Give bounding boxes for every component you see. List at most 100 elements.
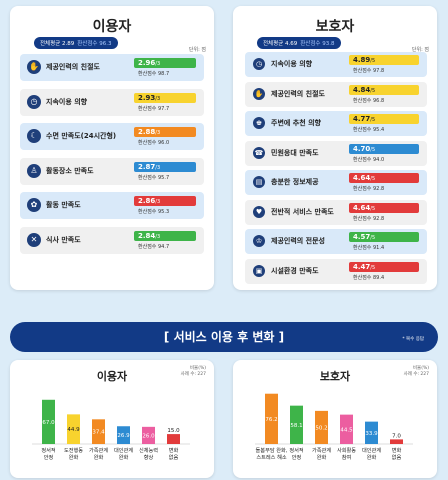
user-item-label: 수면 만족도(24시간형): [46, 132, 117, 140]
guardian-item-converted: 환산점수 94.0: [353, 156, 385, 163]
guardian-item: ◷ 지속이용 의향 4.89/5 환산점수 97.8: [245, 52, 427, 77]
user-chart-category-label: 도전행동: [64, 447, 83, 454]
meal-icon: ✕: [27, 232, 41, 247]
user-chart-category-label: 없음: [169, 453, 179, 461]
user-item-converted: 환산점수 94.7: [138, 243, 170, 250]
user-chart-title: 이용자: [96, 370, 128, 383]
guardian-item-score: 4.64/5: [349, 202, 419, 213]
guardian-item: ✋ 제공인력의 친절도 4.84/5 환산점수 96.8: [245, 81, 427, 107]
user-chart-category-label: 정서적: [41, 446, 56, 454]
phone-icon: ☎: [253, 146, 265, 159]
guardian-chart-bar-value-label: 58.1: [290, 423, 302, 429]
guardian-chart-bar-value-label: 44.5: [340, 427, 353, 433]
guardian-chart-category-label: 스트레스 해소: [256, 453, 287, 461]
user-chart-bar-value-label: 67.0: [42, 420, 55, 426]
user-chart-category-label: 안정: [44, 454, 54, 461]
guardian-unit-label: 단위: 점: [411, 47, 429, 53]
user-change-chart-panel: 이용자 비율(%) 사례 수: 227 67.0 정서적 안정 44.9 도전행동 완화 3…: [10, 360, 214, 478]
guardian-chart-bar: [265, 393, 278, 444]
user-chart-unit: 비율(%) 사례 수: 227: [181, 366, 206, 378]
user-item: ✕ 식사 만족도 2.84/3 환산점수 94.7: [20, 226, 204, 254]
guardian-chart-unit-line-1: 비율(%): [412, 366, 429, 371]
guardian-item-converted: 환산점수 91.4: [353, 245, 385, 251]
info-icon: ▤: [253, 176, 265, 188]
guardian-chart-category-label: 정서적: [289, 446, 304, 454]
user-item: ♙ 활동장소 만족도 2.87/3 환산점수 95.7: [20, 157, 204, 185]
user-item-score: 2.84/3: [134, 230, 196, 241]
guardian-item-score-value: 4.77: [353, 115, 371, 123]
guardian-item-score-max: /5: [370, 87, 376, 94]
user-item-score: 2.88/3: [134, 127, 196, 137]
user-chart-bar: [117, 426, 130, 444]
guardian-chart-category-label: 대인관계: [362, 446, 381, 454]
guardian-chart-category-label: 안정: [292, 454, 302, 461]
guardian-item-score-max: /5: [370, 264, 376, 271]
guardian-chart-title: 보호자: [319, 370, 351, 383]
guardian-panel-title: 보호자: [315, 19, 355, 35]
guardian-chart-unit: 비율(%) 사례 수: 227: [404, 366, 429, 378]
user-average-badge: 전체평균 2.89 환산점수 96.3: [34, 37, 118, 49]
user-chart-category-label: 완화: [69, 453, 79, 461]
moon-icon: ☾: [27, 129, 41, 143]
guardian-chart-bar: [340, 414, 353, 444]
guardian-item-score: 4.70/5: [349, 143, 419, 154]
guardian-chart-category-label: 변화: [392, 446, 402, 454]
guardian-chart-bar-value-label: 50.2: [315, 425, 327, 431]
user-item-score-value: 2.93: [138, 93, 156, 102]
user-item-label: 제공인력의 친절도: [46, 63, 100, 71]
guardian-item-label: 전반적 서비스 만족도: [271, 207, 334, 216]
user-chart-category-label: 신체능력: [139, 446, 158, 454]
clock-icon: ◷: [27, 94, 41, 109]
user-item-score-value: 2.87: [138, 162, 156, 171]
user-chart-unit-line-2: 사례 수: 227: [180, 372, 206, 377]
guardian-chart-category-label: 가족관계: [312, 446, 331, 454]
clock-icon: ◷: [253, 58, 265, 70]
user-chart-bar: [42, 399, 55, 444]
user-chart-bar: [142, 426, 155, 444]
guardian-chart-bar: [365, 421, 378, 444]
guardian-item-label: 지속이용 의향: [271, 60, 313, 68]
guardian-item-score-value: 4.84: [353, 85, 371, 94]
guardian-chart-category-label: 참여: [342, 453, 352, 461]
guardian-item-score-max: /5: [370, 117, 376, 123]
guardian-chart-unit-line-2: 사례 수: 227: [403, 372, 429, 377]
guardian-chart-bar-value-label: 7.0: [392, 433, 401, 439]
guardian-chart-category-label: 사회활동: [337, 446, 356, 454]
guardian-chart-bar: [315, 410, 328, 444]
user-item-score-max: /3: [155, 233, 161, 240]
expert-icon: ♔: [253, 235, 265, 247]
user-item-score-value: 2.84: [138, 231, 156, 240]
building-icon: ▣: [253, 264, 265, 277]
user-item-score: 2.86/3: [134, 196, 196, 206]
handshake-icon: ✋: [253, 87, 265, 100]
guardian-item-score-max: /5: [370, 146, 376, 153]
user-chart-bar: [92, 419, 105, 444]
guardian-item-score: 4.57/5: [349, 232, 419, 242]
user-item-label: 지속이용 의향: [46, 97, 88, 106]
user-item-score-max: /3: [155, 164, 161, 171]
user-satisfaction-panel: 이용자 전체평균 2.89 환산점수 96.3 단위: 점 ✋ 제공인력의 친절도 2…: [10, 6, 214, 290]
user-item-score-value: 2.86: [138, 197, 156, 205]
change-title: [ 서비스 이용 후 변화 ]: [163, 330, 285, 344]
guardian-chart-category-label: 돌봄부담 완화,: [256, 446, 288, 454]
guardian-item-converted: 환산점수 96.8: [353, 97, 385, 104]
user-panel-title: 이용자: [92, 19, 132, 35]
guardian-item-score-max: /5: [370, 176, 376, 182]
user-item-score-max: /3: [155, 199, 161, 205]
user-chart-bar-value-label: 37.4: [92, 430, 105, 436]
user-chart-bar-value-label: 44.9: [67, 427, 80, 433]
guardian-item-converted: 환산점수 92.8: [353, 215, 385, 222]
guardian-item-score-value: 4.47: [353, 262, 371, 271]
guardian-item-score-value: 4.64: [353, 203, 371, 212]
guardian-item: ♔ 제공인력의 전문성 4.57/5 환산점수 91.4: [245, 229, 427, 254]
user-chart-category-label: 완화: [94, 453, 104, 461]
guardian-item-label: 충분한 정보제공: [271, 178, 319, 186]
user-item-converted: 환산점수 95.3: [138, 209, 170, 215]
guardian-item-score-value: 4.70: [353, 144, 371, 153]
guardian-chart-bar-value-label: 33.9: [365, 431, 378, 437]
user-item-label: 식사 만족도: [46, 235, 81, 244]
user-chart-unit-line-1: 비율(%): [189, 366, 206, 371]
change-note: * 복수 응답: [402, 337, 424, 342]
